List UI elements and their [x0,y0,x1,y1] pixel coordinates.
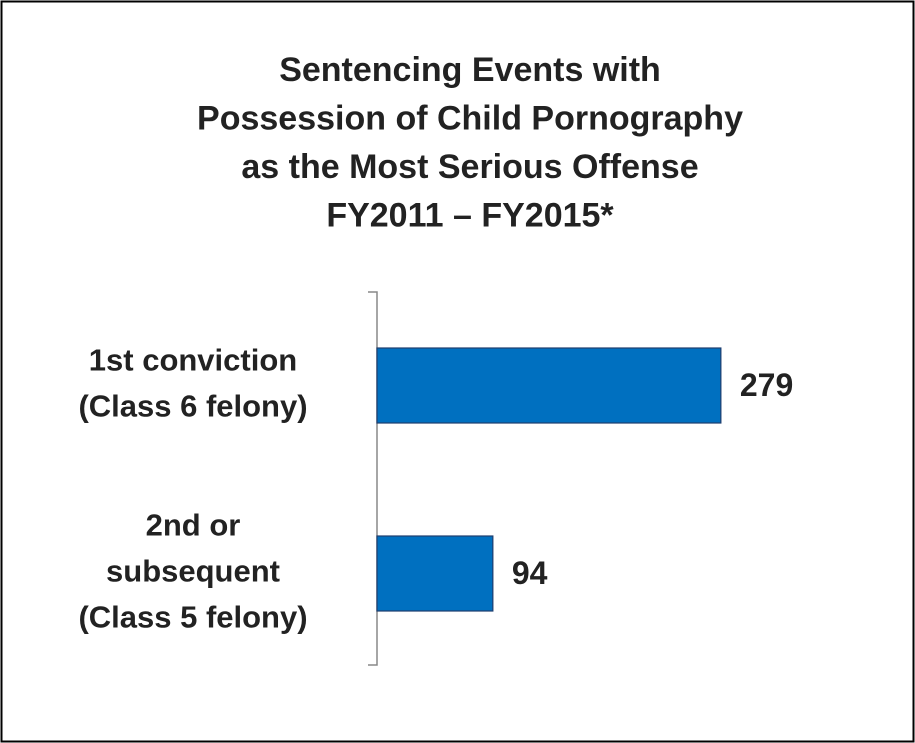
chart-title: as the Most Serious Offense [241,148,698,186]
bar [376,535,494,612]
bar [376,347,722,424]
chart-title: FY2011 – FY2015* [326,196,614,234]
category-label: (Class 5 felony) [78,600,307,635]
category-label: (Class 6 felony) [78,389,307,424]
category-label: subsequent [106,554,280,589]
category-label: 1st conviction [89,343,297,378]
axis-line [368,291,378,666]
chart-title: Possession of Child Pornography [197,99,743,137]
chart-title: Sentencing Events with [279,51,661,89]
value-label: 94 [512,555,548,591]
value-label: 279 [740,367,793,403]
category-label: 2nd or [146,508,241,543]
